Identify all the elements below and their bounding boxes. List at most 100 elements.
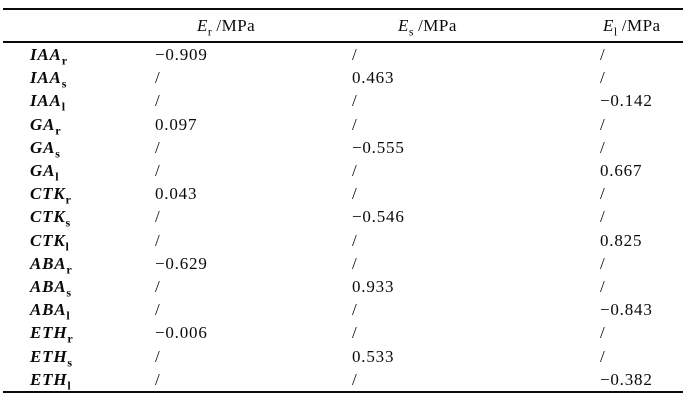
row-label: ETHs (3, 345, 150, 368)
table-cell: / (600, 68, 606, 88)
row-label: ABAs (3, 275, 150, 298)
row-label-text: GA (30, 161, 56, 181)
row-label-subscript: s (55, 146, 61, 161)
el-subscript: l (613, 23, 618, 38)
table-row-iaa-l: IAAl / / −0.142 (3, 89, 683, 112)
table-cell: / (155, 91, 161, 111)
row-label-subscript: l (55, 169, 60, 184)
row-label-subscript: r (67, 331, 74, 346)
table-row-eth-s: ETHs / 0.533 / (3, 345, 683, 368)
table-cell: / (600, 253, 606, 273)
row-label: ABAl (3, 298, 150, 321)
row-label-subscript: r (66, 262, 73, 277)
table-cell: / (352, 114, 358, 134)
row-label: CTKl (3, 229, 150, 252)
table-row-ga-l: GAl / / 0.667 (3, 159, 683, 182)
table-cell: / (352, 253, 358, 273)
row-label-subscript: r (55, 123, 62, 137)
row-label: GAl (3, 159, 150, 182)
row-label-subscript: r (61, 53, 68, 68)
row-label: ETHl (3, 368, 150, 392)
row-label: IAAs (3, 66, 150, 89)
table-cell: −0.006 (155, 323, 208, 343)
er-unit: /MPa (216, 15, 256, 35)
table-cell: −0.629 (155, 253, 208, 273)
row-label-text: GA (30, 137, 56, 157)
table-cell: −0.843 (600, 300, 653, 320)
row-label: IAAr (3, 42, 150, 66)
table-cell: / (155, 68, 161, 88)
row-label-text: ABA (30, 253, 67, 273)
table-cell: / (600, 207, 606, 227)
table-row-eth-l: ETHl / / −0.382 (3, 368, 683, 392)
table-cell: / (155, 300, 161, 320)
header-col-es: Es/MPa (347, 9, 595, 43)
table-cell: / (155, 137, 161, 157)
table-cell: 0.533 (352, 346, 395, 366)
header-row: Er/MPa Es/MPa El/MPa (3, 9, 683, 43)
row-label-subscript: l (65, 239, 70, 254)
row-label-subscript: r (65, 192, 72, 207)
table-cell: / (352, 161, 358, 181)
table-cell: / (352, 369, 358, 389)
table-cell: / (352, 230, 358, 250)
er-symbol: E (197, 15, 208, 35)
row-label-text: ABA (30, 277, 67, 297)
el-unit: /MPa (621, 15, 661, 35)
table-cell: / (352, 300, 358, 320)
row-label-text: ETH (30, 346, 68, 366)
table-cell: 0.097 (155, 114, 198, 134)
table-row-ga-s: GAs / −0.555 / (3, 136, 683, 159)
table-row-eth-r: ETHr −0.006 / / (3, 321, 683, 344)
table-cell: −0.555 (352, 137, 405, 157)
row-label-subscript: l (67, 378, 72, 393)
table-cell: / (155, 161, 161, 181)
table-cell: / (600, 323, 606, 343)
row-label-subscript: l (61, 99, 66, 114)
table-cell: / (600, 277, 606, 297)
row-label: IAAl (3, 89, 150, 112)
es-symbol: E (398, 15, 409, 35)
er-subscript: r (207, 23, 213, 38)
row-label-text: ETH (30, 323, 68, 343)
row-label-subscript: s (61, 76, 68, 91)
es-unit: /MPa (418, 15, 457, 35)
table-row-ctk-r: CTKr 0.043 / / (3, 182, 683, 205)
el-symbol: E (603, 15, 614, 35)
table-cell: / (155, 369, 161, 389)
table-cell: / (352, 45, 358, 64)
paper-page: Er/MPa Es/MPa El/MPa IAAr −0.909 / / IAA… (0, 8, 686, 407)
row-label-text: IAA (30, 68, 62, 88)
table-cell: 0.667 (600, 161, 643, 181)
row-label: ABAr (3, 252, 150, 275)
table-cell: / (600, 114, 606, 134)
row-label: ETHr (3, 321, 150, 344)
table-cell: / (352, 323, 358, 343)
table-cell: / (600, 45, 606, 64)
table-cell: / (155, 230, 161, 250)
row-label-text: GA (30, 114, 56, 134)
row-label-text: ABA (30, 300, 67, 320)
table-cell: / (600, 184, 606, 204)
row-label-text: ETH (30, 369, 68, 389)
row-label-text: CTK (30, 230, 66, 250)
table-cell: / (600, 137, 606, 157)
table-cell: 0.933 (352, 277, 395, 297)
row-label-text: CTK (30, 207, 66, 227)
row-label-subscript: s (67, 355, 73, 370)
table-row-aba-s: ABAs / 0.933 / (3, 275, 683, 298)
table-row-iaa-s: IAAs / 0.463 / (3, 66, 683, 89)
table-row-ga-r: GAr 0.097 / / (3, 113, 683, 136)
row-label-text: IAA (30, 91, 62, 111)
table-cell: / (600, 346, 606, 366)
table-row-aba-l: ABAl / / −0.843 (3, 298, 683, 321)
header-empty-cell (3, 9, 150, 43)
header-col-el: El/MPa (595, 9, 683, 43)
correlation-table: Er/MPa Es/MPa El/MPa IAAr −0.909 / / IAA… (3, 8, 683, 394)
row-label: GAs (3, 136, 150, 159)
row-label: CTKr (3, 182, 150, 205)
row-label-subscript: s (66, 285, 72, 300)
table-cell: / (352, 91, 358, 111)
table-row-ctk-l: CTKl / / 0.825 (3, 229, 683, 252)
table-row-iaa-r: IAAr −0.909 / / (3, 42, 683, 66)
